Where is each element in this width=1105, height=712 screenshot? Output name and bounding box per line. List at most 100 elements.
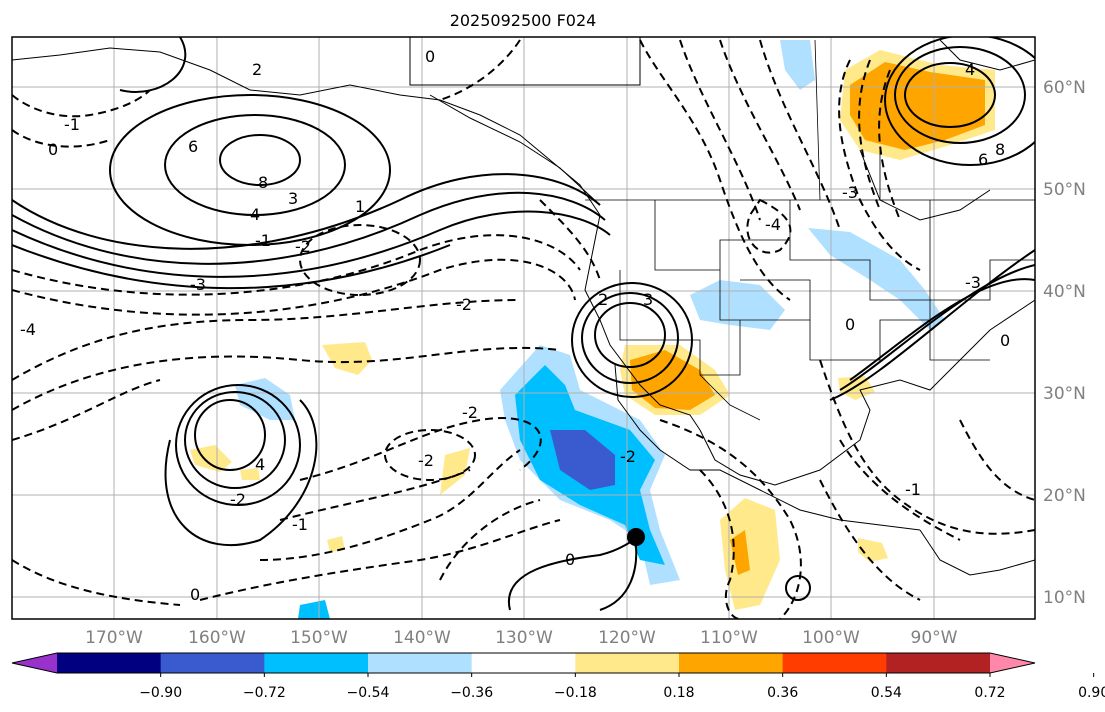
lon-label: 130°W <box>495 628 553 648</box>
lon-label: 150°W <box>290 628 348 648</box>
contour-label: 8 <box>258 173 268 192</box>
colorbar-tick-label: −0.72 <box>243 685 286 701</box>
contour-label: 0 <box>190 585 200 604</box>
colorbar-cell <box>264 653 369 673</box>
colorbar-cell <box>782 653 887 673</box>
latitude-axis: 60°N 50°N 40°N 30°N 20°N 10°N <box>1043 78 1086 608</box>
colorbar-cell <box>575 653 680 673</box>
colorbar-tick-label: −0.18 <box>554 685 597 701</box>
contour-label: -4 <box>765 215 781 234</box>
map-panel: 0 2 6 8 4 3 1 -1 -2 -3 -4 -2 -2 -1 0 3 2… <box>12 37 1035 619</box>
positive-anomaly-light-region-pacific-mexico <box>720 498 780 610</box>
lon-label: 110°W <box>700 628 758 648</box>
contour-label: -2 <box>230 490 246 509</box>
contour-label: -1 <box>292 515 308 534</box>
contour-label: 0 <box>48 140 58 159</box>
negative-anomaly-strong-region <box>550 430 615 490</box>
colorbar-cells <box>57 653 991 673</box>
contour-label: 2 <box>598 290 608 309</box>
lon-label: 140°W <box>393 628 451 648</box>
lat-label: 40°N <box>1043 282 1086 302</box>
contour-label: -4 <box>20 320 36 339</box>
contour-label: -2 <box>620 447 636 466</box>
contour-label: -3 <box>190 275 206 294</box>
colorbar-cell <box>368 653 473 673</box>
positive-anomaly-small-region-gulf <box>838 376 875 400</box>
colorbar-cell <box>886 653 991 673</box>
contour-label: -3 <box>965 273 981 292</box>
storm-center-marker <box>627 528 645 546</box>
graticule <box>12 37 1035 619</box>
lon-label: 120°W <box>598 628 656 648</box>
positive-anomaly-small-region-2 <box>190 445 232 472</box>
positive-anomaly-small-region-1 <box>322 342 372 375</box>
contour-label: -3 <box>842 183 858 202</box>
contour-label: -1 <box>255 231 271 250</box>
contour-label: -1 <box>64 115 80 134</box>
contour-label: 3 <box>288 189 298 208</box>
colorbar-cell <box>471 653 576 673</box>
colorbar-tick-label: −0.90 <box>139 685 182 701</box>
contour-label: 6 <box>188 137 198 156</box>
positive-anomaly-small-region-5 <box>327 536 345 552</box>
colorbar-extend-low <box>12 653 57 673</box>
positive-anomaly-small-region-3 <box>440 448 470 495</box>
colorbar-tick-label: −0.54 <box>347 685 390 701</box>
colorbar-tick-label: 0.90 <box>1078 685 1105 701</box>
contour-label: 4 <box>250 205 260 224</box>
positive-anomaly-small-region-4 <box>858 538 888 562</box>
positive-anomaly-mid-region-canada <box>850 62 985 150</box>
contour-labels: 0 2 6 8 4 3 1 -1 -2 -3 -4 -2 -2 -1 0 3 2… <box>20 47 1010 604</box>
colorbar-tick-label: 0.36 <box>767 685 798 701</box>
contour-label: -2 <box>295 237 311 256</box>
coastlines <box>12 37 1035 576</box>
positive-anomaly-mid-region-pacific-mexico <box>730 530 750 575</box>
negative-anomaly-light-region-nw <box>780 40 815 90</box>
contour-label: 4 <box>255 455 265 474</box>
contour-label: 8 <box>995 140 1005 159</box>
lon-label: 170°W <box>85 628 143 648</box>
positive-contours <box>12 37 1035 611</box>
contour-label: 1 <box>355 197 365 216</box>
negative-contours <box>12 39 1035 619</box>
negative-anomaly-small-region-1 <box>235 378 295 420</box>
contour-label: 0 <box>425 47 435 66</box>
negative-anomaly-light-region-central-us <box>808 228 945 330</box>
contour-label: -2 <box>462 403 478 422</box>
colorbar-ticks: −0.90 −0.72 −0.54 −0.36 −0.18 0.18 0.36 0.54 0.7… <box>139 673 1105 701</box>
contour-label: 0 <box>565 550 575 569</box>
contour-label: -1 <box>905 480 921 499</box>
contour-label: 3 <box>643 290 653 309</box>
colorbar-cell <box>160 653 265 673</box>
colorbar-tick-label: 0.18 <box>663 685 694 701</box>
colorbar-tick-label: 0.54 <box>871 685 902 701</box>
colorbar-cell <box>679 653 784 673</box>
contour-label: -2 <box>456 295 472 314</box>
colorbar-tick-label: 0.72 <box>974 685 1005 701</box>
lat-label: 10°N <box>1043 588 1086 608</box>
lat-label: 50°N <box>1043 180 1086 200</box>
lat-label: 20°N <box>1043 486 1086 506</box>
lon-label: 160°W <box>188 628 246 648</box>
colorbar-cell <box>57 653 162 673</box>
political-borders <box>585 39 1035 421</box>
contour-label: 0 <box>1000 331 1010 350</box>
lon-label: 90°W <box>911 628 958 648</box>
contour-label: 4 <box>965 60 975 79</box>
colorbar-extend-high <box>990 653 1035 673</box>
lat-label: 60°N <box>1043 78 1086 98</box>
figure-title: 2025092500 F024 <box>450 11 597 30</box>
negative-anomaly-light-region-rockies <box>690 280 785 330</box>
positive-anomaly-small-region-6 <box>240 468 260 480</box>
contour-label: 6 <box>978 150 988 169</box>
lat-label: 30°N <box>1043 384 1086 404</box>
contour-label: -2 <box>418 451 434 470</box>
longitude-axis: 170°W 160°W 150°W 140°W 130°W 120°W 110°… <box>85 628 958 648</box>
colorbar: −0.90 −0.72 −0.54 −0.36 −0.18 0.18 0.36 0.54 0.7… <box>11 652 1105 701</box>
contour-label: 2 <box>252 60 262 79</box>
contour-label: 0 <box>845 315 855 334</box>
negative-anomaly-small-region-2 <box>298 600 330 619</box>
lon-label: 100°W <box>802 628 860 648</box>
map-frame <box>11 36 1036 620</box>
